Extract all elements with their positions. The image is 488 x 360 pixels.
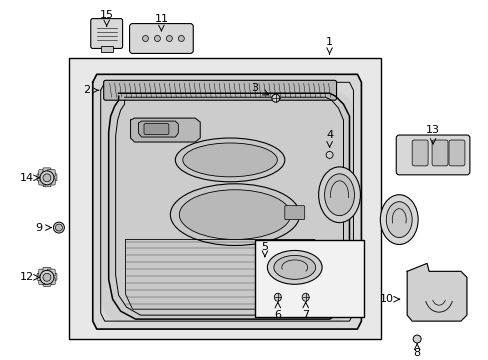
FancyBboxPatch shape	[47, 178, 55, 185]
Text: 13: 13	[425, 125, 439, 135]
Ellipse shape	[267, 251, 322, 284]
Ellipse shape	[273, 256, 315, 279]
Text: 1: 1	[325, 37, 332, 48]
Ellipse shape	[412, 335, 420, 343]
FancyBboxPatch shape	[103, 80, 336, 100]
Ellipse shape	[40, 171, 54, 185]
Ellipse shape	[271, 94, 279, 102]
Polygon shape	[108, 93, 349, 319]
Ellipse shape	[183, 143, 277, 177]
Ellipse shape	[53, 222, 64, 233]
Ellipse shape	[324, 174, 354, 216]
Text: 10: 10	[380, 294, 393, 304]
Bar	[69, 58, 381, 339]
FancyBboxPatch shape	[411, 140, 427, 166]
FancyBboxPatch shape	[91, 19, 122, 49]
FancyBboxPatch shape	[47, 170, 55, 177]
Text: 8: 8	[413, 348, 420, 358]
Text: 2: 2	[83, 85, 90, 95]
Polygon shape	[138, 121, 178, 137]
Ellipse shape	[154, 36, 160, 41]
Text: 14: 14	[20, 173, 34, 183]
Ellipse shape	[43, 273, 51, 281]
Bar	[101, 46, 112, 53]
FancyBboxPatch shape	[39, 269, 47, 276]
Polygon shape	[407, 264, 466, 321]
FancyBboxPatch shape	[395, 135, 469, 175]
Text: 5: 5	[261, 243, 268, 252]
Polygon shape	[93, 74, 361, 329]
FancyBboxPatch shape	[47, 269, 55, 276]
Text: 4: 4	[325, 130, 332, 140]
Text: 7: 7	[302, 310, 308, 320]
Ellipse shape	[40, 270, 54, 284]
FancyBboxPatch shape	[39, 178, 47, 185]
Text: 11: 11	[154, 14, 168, 24]
Text: 3: 3	[251, 83, 258, 93]
Ellipse shape	[175, 138, 284, 182]
Polygon shape	[101, 94, 353, 321]
Ellipse shape	[302, 293, 308, 301]
Polygon shape	[130, 118, 200, 142]
FancyBboxPatch shape	[284, 206, 304, 220]
Ellipse shape	[274, 293, 281, 301]
FancyBboxPatch shape	[37, 273, 45, 280]
FancyBboxPatch shape	[49, 174, 57, 181]
Text: 9: 9	[35, 222, 42, 233]
FancyBboxPatch shape	[129, 24, 193, 53]
Ellipse shape	[178, 36, 184, 41]
FancyBboxPatch shape	[448, 140, 464, 166]
Ellipse shape	[142, 36, 148, 41]
FancyBboxPatch shape	[143, 123, 168, 135]
Ellipse shape	[43, 174, 51, 182]
Ellipse shape	[325, 152, 332, 158]
FancyBboxPatch shape	[47, 278, 55, 284]
FancyBboxPatch shape	[43, 279, 51, 286]
Ellipse shape	[55, 224, 62, 231]
Text: 12: 12	[20, 272, 34, 282]
Ellipse shape	[386, 202, 411, 238]
Text: 6: 6	[274, 310, 281, 320]
FancyBboxPatch shape	[37, 174, 45, 181]
Text: 15: 15	[100, 10, 113, 20]
Polygon shape	[125, 239, 319, 309]
Ellipse shape	[318, 167, 360, 222]
Ellipse shape	[166, 36, 172, 41]
Ellipse shape	[170, 184, 299, 246]
FancyBboxPatch shape	[431, 140, 447, 166]
FancyBboxPatch shape	[39, 278, 47, 284]
FancyBboxPatch shape	[43, 267, 51, 274]
FancyBboxPatch shape	[43, 168, 51, 175]
Bar	[254, 239, 364, 317]
Ellipse shape	[179, 190, 290, 239]
FancyBboxPatch shape	[49, 273, 57, 280]
Ellipse shape	[380, 195, 417, 244]
FancyBboxPatch shape	[43, 180, 51, 187]
FancyBboxPatch shape	[39, 170, 47, 177]
